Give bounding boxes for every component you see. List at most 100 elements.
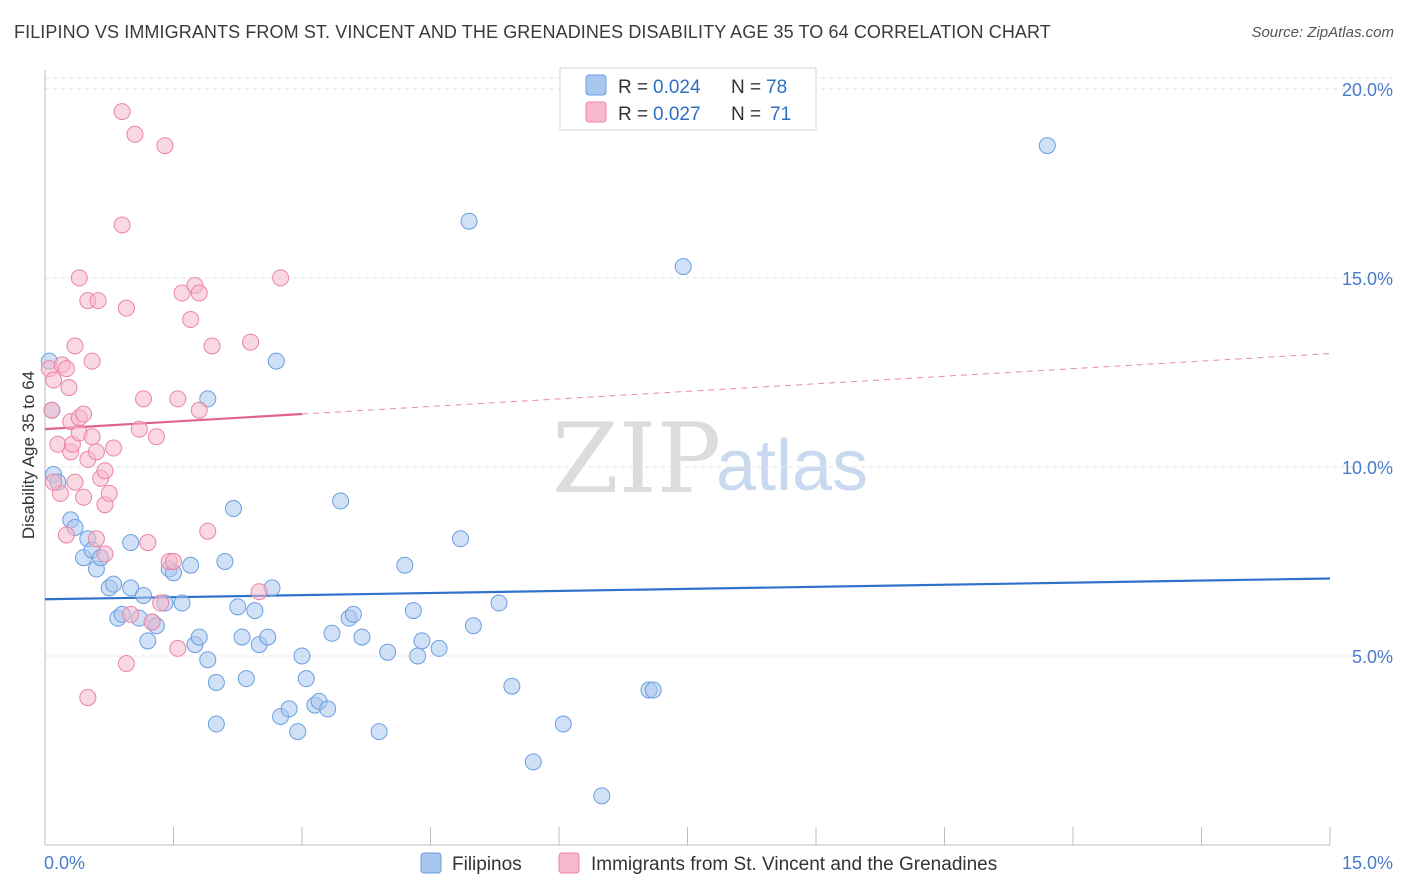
point-immigrants [147,428,165,446]
point-filipinos [229,598,247,616]
point-filipinos [289,723,307,741]
point-filipinos [105,575,123,593]
bottom-legend-swatch-immigrants [558,852,580,874]
point-filipinos [216,552,234,570]
point-filipinos [370,723,388,741]
point-filipinos [503,677,521,695]
point-immigrants [152,594,170,612]
point-filipinos [293,647,311,665]
point-immigrants [45,473,63,491]
point-filipinos [644,681,662,699]
point-filipinos [224,500,242,518]
bottom-legend: Filipinos Immigrants from St. Vincent an… [420,852,997,875]
x-tick-label-start: 0.0% [44,853,85,873]
chart-title: FILIPINO VS IMMIGRANTS FROM ST. VINCENT … [14,22,1051,42]
point-filipinos [319,700,337,718]
point-immigrants [122,605,140,623]
point-immigrants [272,269,290,287]
point-immigrants [165,552,182,570]
legend-swatch-filipinos [585,74,607,96]
point-filipinos [246,602,264,620]
point-filipinos [353,628,371,646]
point-filipinos [460,212,478,230]
point-filipinos [593,787,611,805]
y-axis-label: Disability Age 35 to 64 [19,371,38,539]
point-filipinos [1038,137,1056,155]
point-filipinos [323,624,341,642]
point-filipinos [332,492,350,510]
legend-r-label-1: R = [618,77,648,98]
point-filipinos [207,715,225,733]
point-filipinos [190,628,208,646]
legend: R = 0.024 N = 78 R = 0.027 N = 71 [559,67,817,131]
point-filipinos [554,715,572,733]
point-immigrants [87,530,105,548]
y-tick-label: 15.0% [1342,269,1393,289]
bottom-legend-swatch-filipinos [420,852,442,874]
point-filipinos [464,617,482,635]
point-filipinos [122,579,140,597]
legend-n-label-2: N = [731,104,761,125]
point-immigrants [199,522,217,540]
point-immigrants [156,137,174,155]
trend-line-solid-1 [44,412,303,431]
bottom-legend-label-filipinos: Filipinos [452,854,522,875]
point-immigrants [242,333,260,351]
point-filipinos [379,643,397,661]
legend-n-value-1: 78 [766,77,787,98]
point-immigrants [89,292,107,310]
point-filipinos [199,390,217,408]
legend-r-value-1: 0.024 [653,77,701,98]
point-immigrants [66,473,84,491]
point-immigrants [250,583,268,601]
point-immigrants [130,420,148,438]
legend-n-label-1: N = [731,77,761,98]
point-immigrants [143,613,161,631]
data-points [40,103,1056,805]
legend-n-value-2: 71 [770,104,791,125]
point-filipinos [490,594,508,612]
point-filipinos [674,258,692,276]
point-immigrants [113,103,131,121]
point-immigrants [75,488,93,506]
trend-line-dashed-1 [301,353,1331,415]
axes [44,70,1331,846]
tick-labels: 5.0% 10.0% 15.0% 20.0% 0.0% 15.0% [44,80,1393,873]
point-filipinos [207,673,225,691]
point-immigrants [190,401,208,419]
point-immigrants [70,269,88,287]
point-immigrants [66,337,84,355]
point-immigrants [83,352,101,370]
point-immigrants [79,689,97,707]
point-filipinos [237,670,255,688]
point-filipinos [524,753,542,771]
point-immigrants [126,125,144,143]
watermark-zip: ZIP [552,403,721,515]
point-filipinos [122,534,140,552]
point-filipinos [280,700,298,718]
point-immigrants [60,379,78,397]
grid-lines [45,77,1395,657]
legend-r-value-2: 0.027 [653,104,701,125]
watermark-atlas: atlas [716,426,868,506]
point-filipinos [344,605,362,623]
legend-swatch-immigrants [585,101,607,123]
point-immigrants [135,390,153,408]
point-immigrants [169,390,187,408]
point-immigrants [113,216,131,234]
point-filipinos [199,651,217,669]
point-filipinos [430,639,448,657]
point-immigrants [100,484,118,502]
point-filipinos [182,556,200,574]
trend-line-0 [44,577,1331,601]
point-immigrants [190,284,208,302]
point-immigrants [117,655,135,673]
point-filipinos [173,594,191,612]
point-filipinos [139,632,157,650]
x-tick-label-end: 15.0% [1342,853,1393,873]
point-immigrants [57,360,75,378]
point-immigrants [83,428,101,446]
point-filipinos [413,632,431,650]
point-immigrants [182,311,200,329]
